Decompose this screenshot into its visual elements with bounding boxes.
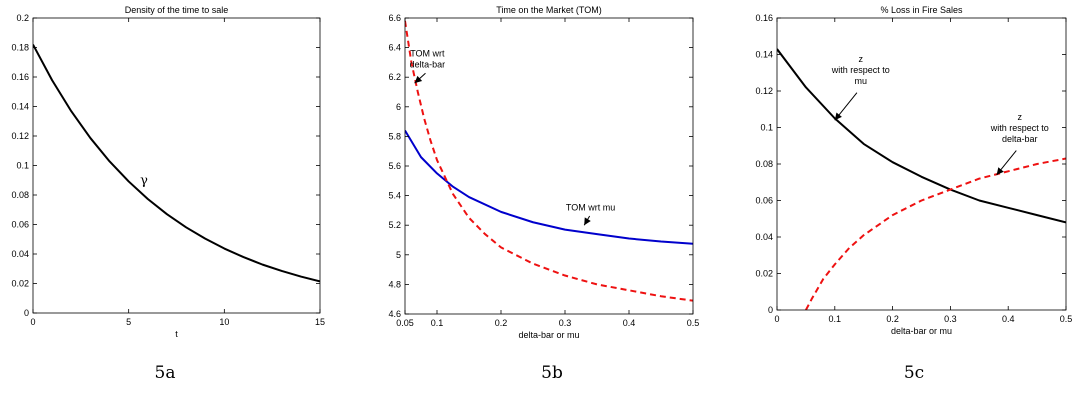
series-line-1 bbox=[405, 129, 693, 245]
y-tick-label: 5.6 bbox=[388, 161, 401, 171]
x-axis-label: delta-bar or mu bbox=[891, 326, 952, 336]
y-tick-label: 4.6 bbox=[388, 309, 401, 319]
annotation-arrowhead bbox=[584, 217, 591, 226]
y-tick-label: 5.4 bbox=[388, 191, 401, 201]
x-tick-label: 15 bbox=[315, 317, 325, 327]
figure-caption: 5c bbox=[904, 363, 924, 383]
chart-1: Density of the time to sale 0 5 10 15 0 0.02 0.… bbox=[11, 5, 325, 383]
x-tick-label: 0.2 bbox=[886, 314, 899, 324]
y-tick-label: 0.06 bbox=[11, 220, 29, 230]
x-axis-label: t bbox=[175, 329, 178, 339]
y-tick-label: 0.04 bbox=[755, 232, 773, 242]
y-tick-label: 0.08 bbox=[11, 190, 29, 200]
y-tick-label: 0.06 bbox=[755, 196, 773, 206]
y-tick-label: 6.6 bbox=[388, 13, 401, 23]
series-line-2 bbox=[405, 20, 693, 302]
x-tick-label: 0 bbox=[774, 314, 779, 324]
x-tick-label: 0.05 bbox=[396, 318, 414, 328]
annotation-text: z bbox=[1018, 112, 1023, 122]
y-tick-label: 0.16 bbox=[755, 13, 773, 23]
annotation-text: z bbox=[859, 54, 864, 64]
annotation-text: with respect to bbox=[831, 65, 890, 75]
y-tick-label: 6.4 bbox=[388, 43, 401, 53]
y-tick-label: 0.02 bbox=[755, 269, 773, 279]
y-tick-label: 0.02 bbox=[11, 279, 29, 289]
annotation-text: mu bbox=[855, 76, 868, 86]
y-tick-label: 0.1 bbox=[760, 123, 773, 133]
y-tick-label: 0.2 bbox=[16, 13, 29, 23]
y-tick-label: 4.8 bbox=[388, 279, 401, 289]
annotation-text: with respect to bbox=[990, 123, 1049, 133]
y-tick-label: 0.12 bbox=[755, 86, 773, 96]
annotation-text: delta-bar bbox=[410, 59, 446, 69]
annotation-text: TOM wrt bbox=[410, 48, 445, 58]
y-tick-label: 0.04 bbox=[11, 249, 29, 259]
chart-title: Density of the time to sale bbox=[125, 5, 229, 15]
y-tick-label: 5.2 bbox=[388, 220, 401, 230]
y-tick-label: 0 bbox=[24, 308, 29, 318]
y-tick-label: 0 bbox=[768, 305, 773, 315]
x-tick-label: 5 bbox=[126, 317, 131, 327]
x-tick-label: 10 bbox=[219, 317, 229, 327]
plot-frame bbox=[776, 17, 1067, 311]
y-tick-label: 0.14 bbox=[11, 102, 29, 112]
x-tick-label: 0.3 bbox=[559, 318, 572, 328]
series-line-1 bbox=[777, 48, 1066, 224]
y-tick-label: 0.14 bbox=[755, 50, 773, 60]
x-tick-label: 0 bbox=[30, 317, 35, 327]
x-tick-label: 0.3 bbox=[944, 314, 957, 324]
y-tick-label: 0.08 bbox=[755, 159, 773, 169]
x-tick-label: 0.1 bbox=[829, 314, 842, 324]
figure-caption: 5b bbox=[541, 363, 563, 383]
x-tick-label: 0.5 bbox=[687, 318, 700, 328]
chart-2: Time on the Market (TOM) 0.05 0.1 0.2 0.3 0.4… bbox=[388, 5, 699, 383]
y-tick-label: 6.2 bbox=[388, 72, 401, 82]
x-tick-label: 0.2 bbox=[495, 318, 508, 328]
y-tick-label: 0.1 bbox=[16, 161, 29, 171]
annotation-text: delta-bar bbox=[1002, 134, 1038, 144]
x-axis-label: delta-bar or mu bbox=[518, 330, 579, 340]
annotation-arrowhead bbox=[414, 75, 423, 84]
chart-title: Time on the Market (TOM) bbox=[496, 5, 602, 15]
y-tick-label: 6 bbox=[396, 102, 401, 112]
y-tick-label: 5 bbox=[396, 250, 401, 260]
chart-3: % Loss in Fire Sales 0 0.1 0.2 0.3 0.4 0.5 0 0.0… bbox=[755, 5, 1072, 383]
annotation-arrowhead bbox=[996, 167, 1004, 175]
x-tick-label: 0.1 bbox=[431, 318, 444, 328]
series-line-2 bbox=[805, 157, 1066, 310]
x-tick-label: 0.4 bbox=[1002, 314, 1015, 324]
chart-title: % Loss in Fire Sales bbox=[880, 5, 963, 15]
x-tick-label: 0.5 bbox=[1060, 314, 1073, 324]
x-tick-label: 0.4 bbox=[623, 318, 636, 328]
y-tick-label: 0.12 bbox=[11, 131, 29, 141]
figure-caption: 5a bbox=[155, 363, 176, 383]
annotation-arrowhead bbox=[834, 112, 842, 121]
annotation-text: γ bbox=[140, 174, 148, 189]
y-tick-label: 0.16 bbox=[11, 72, 29, 82]
y-tick-label: 0.18 bbox=[11, 43, 29, 53]
series-line-1 bbox=[33, 44, 320, 283]
annotation-text: TOM wrt mu bbox=[566, 202, 615, 212]
y-tick-label: 5.8 bbox=[388, 131, 401, 141]
